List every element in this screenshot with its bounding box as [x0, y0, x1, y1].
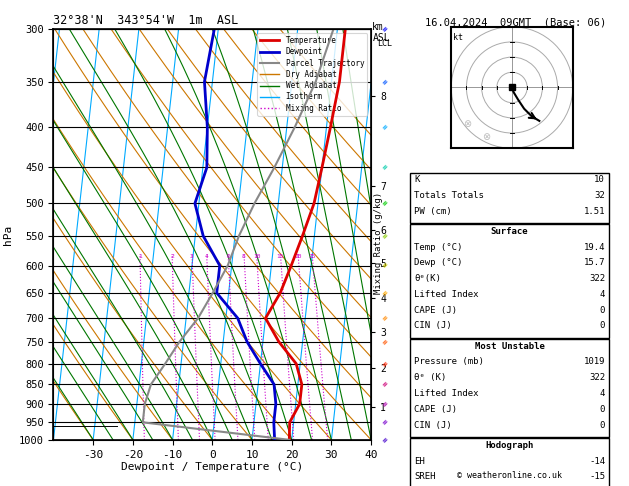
Text: kt: kt	[453, 33, 463, 42]
Text: 4: 4	[599, 389, 605, 398]
Text: -15: -15	[589, 472, 605, 482]
Text: EH: EH	[414, 457, 425, 466]
Text: CAPE (J): CAPE (J)	[414, 306, 457, 315]
Text: $\otimes$: $\otimes$	[482, 131, 491, 141]
Text: 16.04.2024  09GMT  (Base: 06): 16.04.2024 09GMT (Base: 06)	[425, 17, 606, 27]
Text: 0: 0	[599, 321, 605, 330]
Text: Pressure (mb): Pressure (mb)	[414, 358, 484, 366]
Text: 322: 322	[589, 373, 605, 382]
Text: 1: 1	[138, 254, 142, 259]
Text: CAPE (J): CAPE (J)	[414, 405, 457, 414]
Text: PW (cm): PW (cm)	[414, 207, 452, 216]
Text: ≡: ≡	[381, 288, 391, 298]
Text: ≡: ≡	[381, 122, 391, 132]
Text: 25: 25	[308, 254, 316, 259]
Text: Totals Totals: Totals Totals	[414, 191, 484, 200]
Text: 15.7: 15.7	[584, 259, 605, 267]
Text: ≡: ≡	[381, 399, 391, 409]
Text: θᵉ (K): θᵉ (K)	[414, 373, 446, 382]
Text: 1019: 1019	[584, 358, 605, 366]
Text: LCL: LCL	[377, 38, 392, 48]
Text: Surface: Surface	[491, 226, 528, 236]
Text: Mixing Ratio (g/kg): Mixing Ratio (g/kg)	[374, 192, 382, 294]
Text: 32°38'N  343°54'W  1m  ASL: 32°38'N 343°54'W 1m ASL	[53, 14, 239, 27]
Text: 10: 10	[253, 254, 260, 259]
Text: ≡: ≡	[381, 162, 391, 173]
Text: ≡: ≡	[381, 417, 391, 427]
Text: Temp (°C): Temp (°C)	[414, 243, 462, 252]
Text: 1.51: 1.51	[584, 207, 605, 216]
Text: CIN (J): CIN (J)	[414, 421, 452, 430]
Text: ≡: ≡	[381, 435, 391, 445]
Text: ≡: ≡	[381, 198, 391, 208]
Text: Lifted Index: Lifted Index	[414, 290, 479, 299]
Text: ≡: ≡	[381, 24, 391, 34]
Text: ≡: ≡	[381, 337, 391, 347]
Text: 2: 2	[170, 254, 174, 259]
Text: 15: 15	[277, 254, 284, 259]
Text: SREH: SREH	[414, 472, 435, 482]
Text: km
ASL: km ASL	[372, 22, 390, 43]
Text: ≡: ≡	[381, 231, 391, 241]
Legend: Temperature, Dewpoint, Parcel Trajectory, Dry Adiabat, Wet Adiabat, Isotherm, Mi: Temperature, Dewpoint, Parcel Trajectory…	[257, 33, 367, 116]
Text: 322: 322	[589, 274, 605, 283]
Text: 3: 3	[190, 254, 194, 259]
Text: ≡: ≡	[381, 260, 391, 271]
Text: ≡: ≡	[381, 380, 391, 389]
Text: 0: 0	[599, 405, 605, 414]
Y-axis label: hPa: hPa	[3, 225, 13, 244]
Text: 32: 32	[594, 191, 605, 200]
X-axis label: Dewpoint / Temperature (°C): Dewpoint / Temperature (°C)	[121, 462, 303, 472]
Text: © weatheronline.co.uk: © weatheronline.co.uk	[457, 470, 562, 480]
Text: 8: 8	[242, 254, 246, 259]
Text: Lifted Index: Lifted Index	[414, 389, 479, 398]
Text: Most Unstable: Most Unstable	[474, 342, 545, 351]
Text: $\otimes$: $\otimes$	[464, 119, 472, 129]
Text: 6: 6	[226, 254, 230, 259]
Text: CIN (J): CIN (J)	[414, 321, 452, 330]
Text: 4: 4	[205, 254, 209, 259]
Text: 4: 4	[599, 290, 605, 299]
Text: ≡: ≡	[381, 313, 391, 323]
Text: ≡: ≡	[381, 359, 391, 369]
Text: θᵉ(K): θᵉ(K)	[414, 274, 441, 283]
Text: -14: -14	[589, 457, 605, 466]
Text: Hodograph: Hodograph	[486, 441, 533, 450]
Text: Dewp (°C): Dewp (°C)	[414, 259, 462, 267]
Text: 10: 10	[594, 175, 605, 184]
Text: 0: 0	[599, 306, 605, 315]
Text: 20: 20	[294, 254, 302, 259]
Text: 19.4: 19.4	[584, 243, 605, 252]
Text: ≡: ≡	[381, 77, 391, 87]
Text: 0: 0	[599, 421, 605, 430]
Text: K: K	[414, 175, 420, 184]
